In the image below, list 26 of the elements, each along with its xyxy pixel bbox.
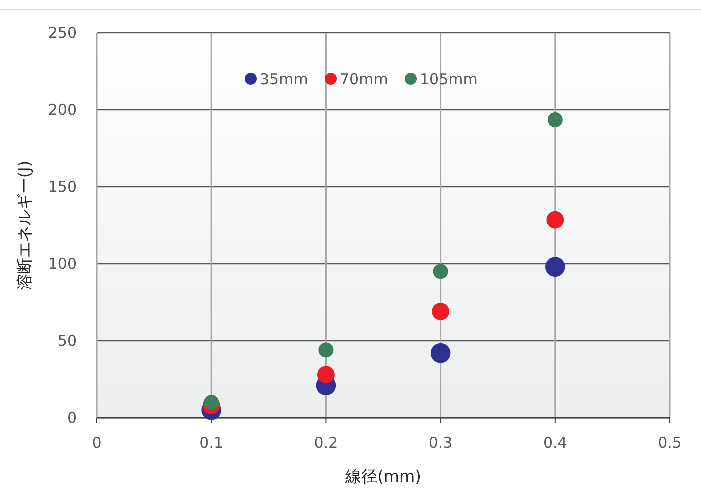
x-tick-label: 0.1 bbox=[200, 434, 224, 452]
point bbox=[318, 342, 334, 358]
point bbox=[432, 303, 450, 320]
point bbox=[548, 112, 563, 128]
y-tick-label: 0 bbox=[67, 409, 77, 427]
x-tick-label: 0.4 bbox=[543, 434, 568, 452]
point bbox=[204, 395, 220, 410]
legend-label: 70mm bbox=[340, 70, 388, 88]
point bbox=[433, 264, 448, 280]
y-tick-label: 250 bbox=[48, 24, 77, 42]
y-tick-label: 150 bbox=[48, 178, 77, 196]
y-axis-title: 溶断エネルギー(J) bbox=[15, 160, 34, 290]
y-tick-label: 200 bbox=[48, 101, 77, 119]
x-tick-label: 0.5 bbox=[658, 434, 682, 452]
x-tick-label: 0 bbox=[92, 434, 102, 452]
x-tick-label: 0.3 bbox=[428, 434, 453, 452]
point bbox=[318, 366, 335, 384]
point bbox=[546, 257, 566, 277]
legend-label: 105mm bbox=[420, 70, 478, 88]
point bbox=[546, 211, 564, 229]
legend-label: 35mm bbox=[260, 70, 308, 88]
x-axis-title: 線径(mm) bbox=[344, 467, 422, 486]
y-tick-label: 50 bbox=[58, 332, 77, 350]
y-tick-label: 100 bbox=[48, 255, 77, 273]
point bbox=[430, 343, 451, 364]
x-tick-label: 0.2 bbox=[314, 434, 338, 452]
